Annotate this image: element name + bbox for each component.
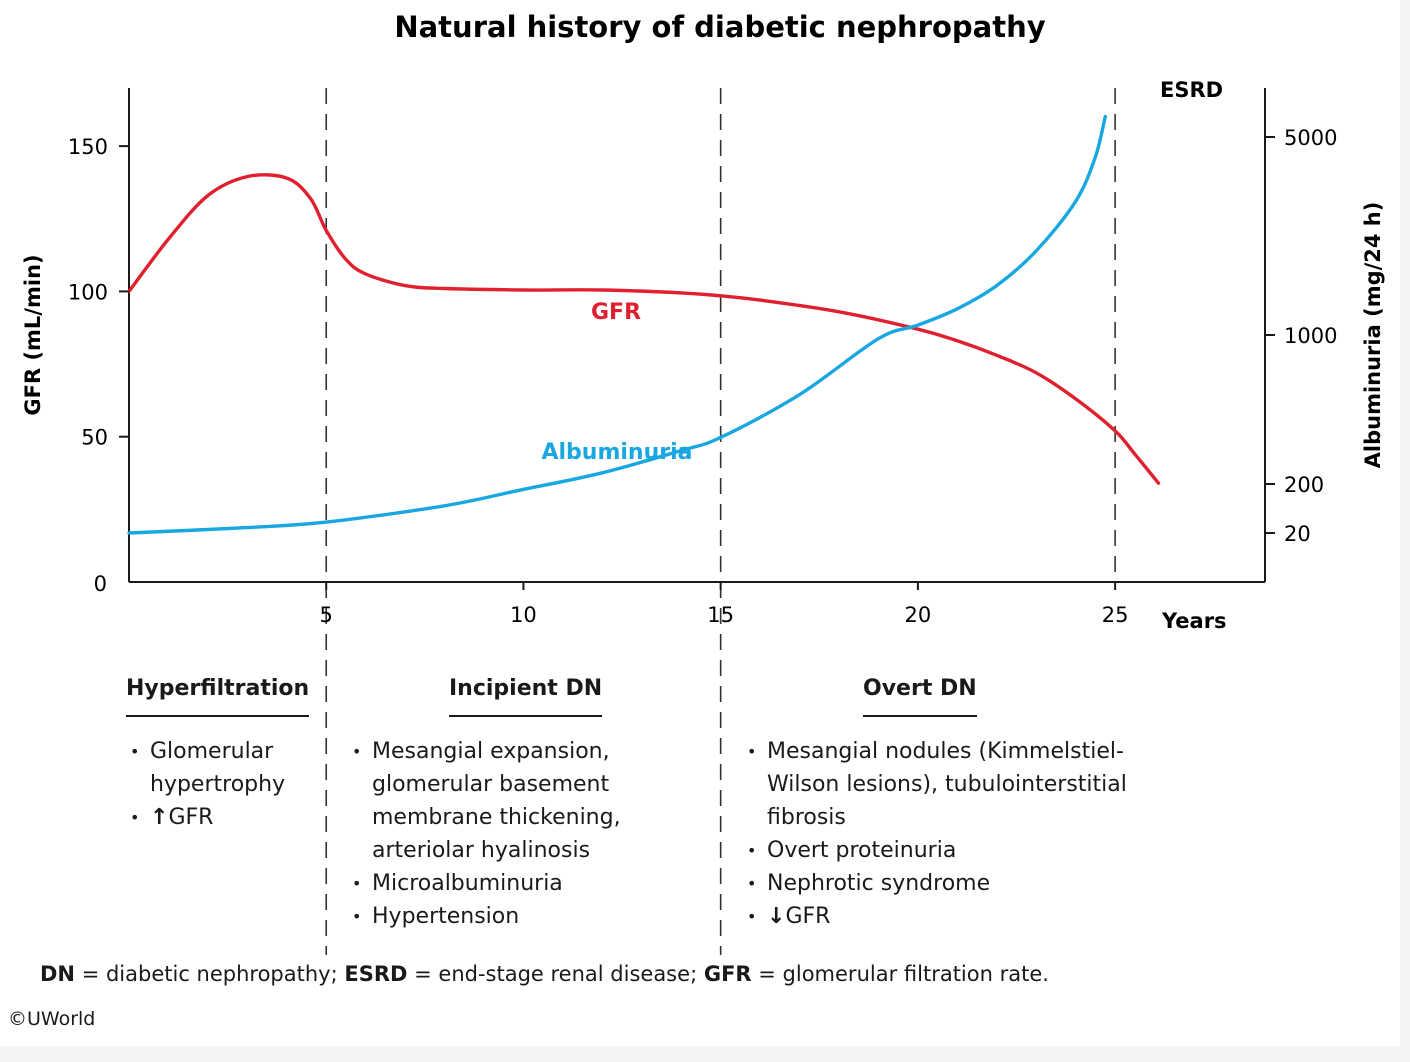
- x-tick-label: 10: [510, 603, 537, 627]
- phase-item: • Glomerular hypertrophy: [130, 739, 286, 797]
- y2-tick-label: 200: [1284, 473, 1324, 497]
- phase-hyperfiltration: Hyperfiltration • Glomerular hypertrophy …: [126, 672, 316, 834]
- y2-axis-label: Albuminuria (mg/24 h): [1361, 202, 1385, 469]
- up-arrow-icon: ↑: [150, 805, 169, 830]
- footnote-abbr: DN: [40, 962, 76, 986]
- phase-item-text: GFR: [168, 805, 214, 830]
- gfr-line: [127, 173, 1161, 485]
- footnote-abbr: ESRD: [344, 962, 408, 986]
- x-tick-label: 25: [1102, 603, 1129, 627]
- phase-item: • Nephrotic syndrome: [747, 871, 991, 896]
- phase-item: • ↓GFR: [747, 904, 831, 929]
- y-tick-label: 50: [81, 426, 108, 450]
- y-tick-label: 0: [94, 572, 107, 596]
- phase-item: • ↑GFR: [130, 805, 214, 830]
- phase-item: • Microalbuminuria: [352, 871, 563, 896]
- footnote-def: glomerular filtration rate: [782, 962, 1043, 986]
- phase-overt-dn: Overt DN • Mesangial nodules (Kimmelstiel…: [743, 672, 1163, 933]
- phase-item-text: Overt proteinuria: [767, 838, 957, 863]
- phase-item: • Overt proteinuria: [747, 838, 957, 863]
- y-tick-label: 100: [68, 280, 108, 304]
- footnote-abbr: GFR: [703, 962, 752, 986]
- y-axis-label: GFR (mL/min): [21, 254, 45, 415]
- footnote: DN = diabetic nephropathy; ESRD = end-st…: [40, 962, 1049, 986]
- chart-title: Natural history of diabetic nephropathy: [394, 10, 1045, 44]
- y-tick-label: 150: [68, 135, 108, 159]
- phase-incipient-dn: Incipient DN • Mesangial expansion, glome…: [348, 672, 678, 933]
- footnote-def: diabetic nephropathy: [105, 962, 331, 986]
- chart: Natural history of diabetic nephropathy …: [21, 10, 1385, 955]
- phase-item-text: Mesangial expansion, glomerular basement…: [372, 739, 621, 863]
- phase-item-text: Microalbuminuria: [372, 871, 563, 896]
- down-arrow-icon: ↓: [767, 904, 786, 929]
- y2-tick-label: 20: [1284, 522, 1311, 546]
- phase-item-text: Glomerular hypertrophy: [150, 739, 286, 797]
- phase-item-text: Nephrotic syndrome: [767, 871, 991, 896]
- y2-tick-label: 5000: [1284, 126, 1337, 150]
- phase-item: • Mesangial expansion, glomerular basemen…: [352, 739, 621, 863]
- gfr-series-label: GFR: [591, 300, 641, 325]
- albuminuria-series-label: Albuminuria: [541, 440, 692, 465]
- esrd-annotation: ESRD: [1160, 78, 1223, 102]
- x-tick-label: 20: [905, 603, 932, 627]
- phase-title: Hyperfiltration: [126, 672, 310, 717]
- footnote-def: end-stage renal disease: [438, 962, 691, 986]
- x-tick-label: 15: [707, 603, 734, 627]
- phase-item-text: Mesangial nodules (Kimmelstiel-Wilson le…: [767, 739, 1127, 830]
- phase-title: Overt DN: [863, 672, 977, 717]
- x-axis-label: Years: [1161, 609, 1227, 633]
- x-tick-label: 5: [320, 603, 333, 627]
- phase-item: • Mesangial nodules (Kimmelstiel-Wilson l…: [747, 739, 1127, 830]
- tick-labels: 5 10 15 20 25 0 50 100 150 20 200 1000 5000: [68, 126, 1338, 627]
- phase-item: • Hypertension: [352, 904, 520, 929]
- copyright: ©UWorld: [8, 1008, 96, 1030]
- phase-item-text: Hypertension: [372, 904, 520, 929]
- figure-canvas: Natural history of diabetic nephropathy …: [0, 0, 1400, 1046]
- phase-item-text: GFR: [785, 904, 831, 929]
- series-lines: [127, 114, 1161, 535]
- y2-tick-label: 1000: [1284, 324, 1337, 348]
- albuminuria-line: [127, 114, 1107, 535]
- phase-title: Incipient DN: [449, 672, 603, 717]
